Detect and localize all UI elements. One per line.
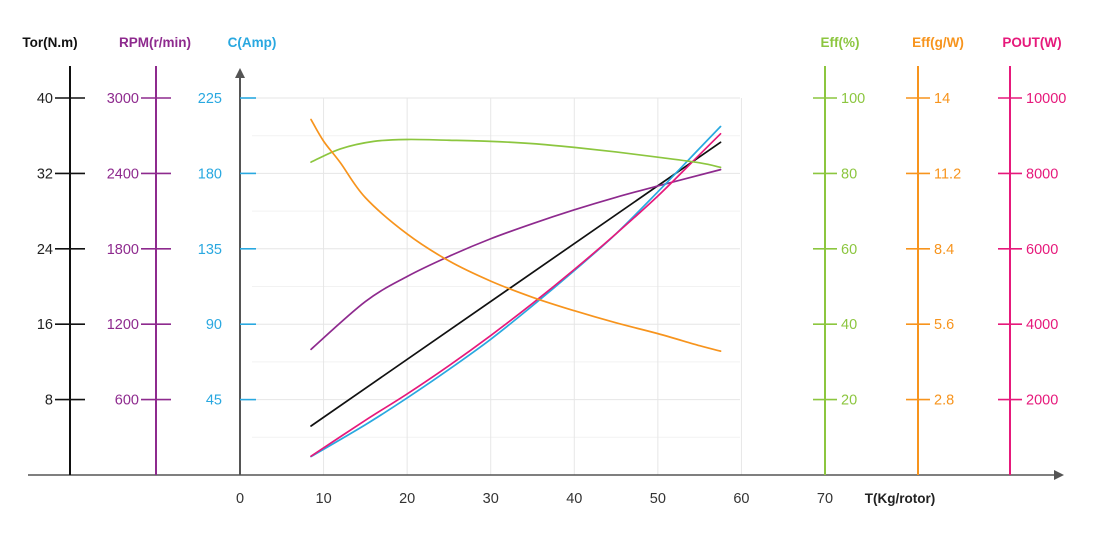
axes: [28, 66, 1064, 480]
tor-tick-label: 24: [37, 242, 53, 258]
x-tick-label: 60: [733, 491, 749, 507]
rpm-series-line: [310, 168, 722, 351]
grid: [252, 97, 742, 475]
x-tick-label: 30: [483, 491, 499, 507]
amp-axis-title: C(Amp): [228, 35, 277, 50]
x-tick-label: 40: [566, 491, 582, 507]
effg-tick-label: 5.6: [934, 317, 954, 333]
effg-axis-title: Eff(g/W): [912, 35, 964, 50]
amp-tick-label: 135: [198, 242, 222, 258]
pout-tick-label: 2000: [1026, 393, 1058, 409]
effg-series-line: [310, 118, 722, 352]
rpm-tick-label: 2400: [107, 166, 139, 182]
tor-series-line: [310, 141, 722, 427]
series-lines: [310, 118, 722, 458]
effg-tick-label: 2.8: [934, 393, 954, 409]
effg-tick-label: 11.2: [934, 166, 961, 182]
rpm-tick-label: 1800: [107, 242, 139, 258]
amp-tick-label: 90: [206, 317, 222, 333]
x-axis-label: T(Kg/rotor): [865, 491, 935, 506]
eff-axis-title: Eff(%): [821, 35, 860, 50]
rpm-tick-label: 1200: [107, 317, 139, 333]
pout-series-line: [310, 132, 722, 457]
x-tick-label: 50: [650, 491, 666, 507]
amp-series-line: [310, 125, 722, 458]
x-tick-label: 0: [236, 491, 244, 507]
amp-tick-label: 225: [198, 91, 222, 107]
x-tick-label: 20: [399, 491, 415, 507]
rpm-axis-title: RPM(r/min): [119, 35, 191, 50]
eff-tick-label: 60: [841, 242, 857, 258]
tor-tick-label: 8: [45, 393, 53, 409]
eff-tick-label: 40: [841, 317, 857, 333]
pout-tick-label: 8000: [1026, 166, 1058, 182]
effg-tick-label: 14: [934, 91, 950, 107]
tor-tick-label: 32: [37, 166, 53, 182]
pout-axis-title: POUT(W): [1002, 35, 1061, 50]
pout-tick-label: 6000: [1026, 242, 1058, 258]
eff-tick-label: 20: [841, 393, 857, 409]
eff-tick-label: 80: [841, 166, 857, 182]
labels: 0 10 20 30 40 50 60 70 T(Kg/rotor) Tor(N.m) 8 16 24 3…: [22, 35, 1066, 507]
amp-tick-label: 45: [206, 393, 222, 409]
tor-tick-label: 16: [37, 317, 53, 333]
pout-tick-label: 4000: [1026, 317, 1058, 333]
tor-tick-label: 40: [37, 91, 53, 107]
pout-tick-label: 10000: [1026, 91, 1066, 107]
effg-tick-label: 8.4: [934, 242, 954, 258]
eff-tick-label: 100: [841, 91, 865, 107]
x-tick-label: 70: [817, 491, 833, 507]
x-tick-label: 10: [316, 491, 332, 507]
eff-series-line: [310, 138, 722, 169]
rpm-tick-label: 600: [115, 393, 139, 409]
amp-tick-label: 180: [198, 166, 222, 182]
rpm-tick-label: 3000: [107, 91, 139, 107]
tor-axis-title: Tor(N.m): [22, 35, 77, 50]
